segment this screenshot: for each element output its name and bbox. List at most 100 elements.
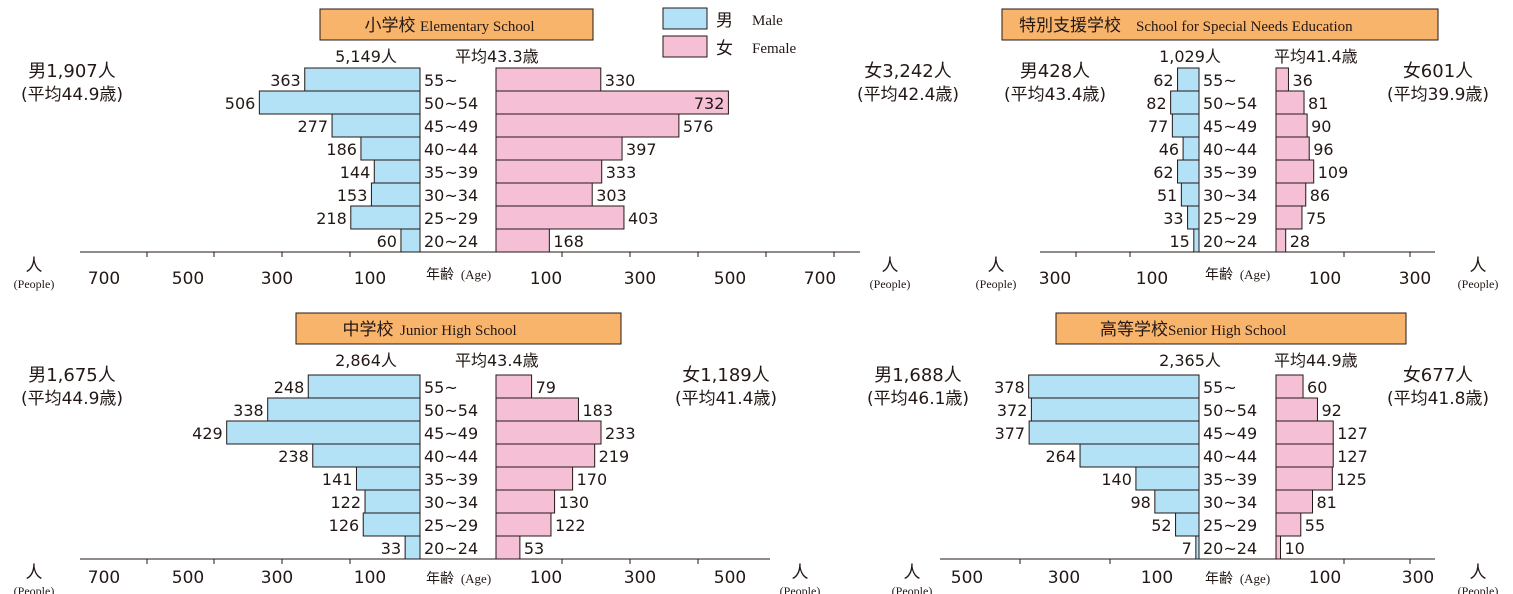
chart-average-age: 平均43.3歳 xyxy=(455,47,539,66)
female-value-label: 90 xyxy=(1311,117,1331,136)
unit-label-left: 人 xyxy=(988,256,1005,276)
pyramid-chart: 小学校 Elementary School 5,149人 平均43.3歳男1,907人… xyxy=(14,8,959,291)
age-category-label: 40~44 xyxy=(1203,140,1257,159)
chart-title-en: School for Special Needs Education xyxy=(1136,19,1353,35)
chart-title-en: Senior High School xyxy=(1168,323,1286,339)
female-value-label: 576 xyxy=(683,117,714,136)
male-tick-label: 300 xyxy=(1039,269,1071,289)
male-bar xyxy=(1177,67,1200,92)
unit-en-left: (People) xyxy=(14,277,55,291)
age-category-label: 20~24 xyxy=(1203,232,1257,251)
female-bar xyxy=(495,397,579,422)
male-bar xyxy=(370,182,421,207)
charts-container: 小学校 Elementary School 5,149人 平均43.3歳男1,907人… xyxy=(14,8,1499,594)
age-category-label: 55~ xyxy=(1203,378,1237,397)
unit-label-right: 人 xyxy=(1470,563,1487,583)
female-bar xyxy=(495,466,574,491)
female-value-label: 75 xyxy=(1306,209,1326,228)
unit-label-left: 人 xyxy=(904,563,921,583)
female-bar xyxy=(495,420,602,445)
age-category-label: 45~49 xyxy=(1203,424,1257,443)
female-value-label: 81 xyxy=(1316,493,1336,512)
age-category-label: 45~49 xyxy=(1203,117,1257,136)
chart-title-box xyxy=(295,312,622,345)
male-bar xyxy=(1028,374,1200,399)
female-tick-label: 100 xyxy=(1309,269,1341,289)
female-value-label: 127 xyxy=(1337,424,1368,443)
chart-title-jp: 特別支援学校 xyxy=(1019,16,1121,36)
age-category-label: 55~ xyxy=(424,378,458,397)
male-bar xyxy=(1154,489,1200,514)
male-average-age: (平均46.1歳) xyxy=(867,389,969,409)
female-tick-label: 100 xyxy=(530,568,562,588)
male-value-label: 186 xyxy=(326,140,357,159)
male-value-label: 338 xyxy=(233,401,264,420)
female-average-age: (平均42.4歳) xyxy=(857,85,959,105)
female-value-label: 127 xyxy=(1337,447,1368,466)
female-bar xyxy=(1275,113,1308,138)
legend-female-en: Female xyxy=(752,41,796,57)
female-bar xyxy=(495,535,521,560)
male-value-label: 52 xyxy=(1151,516,1171,535)
age-category-label: 55~ xyxy=(424,71,458,90)
male-bar xyxy=(1175,512,1200,537)
unit-label-right: 人 xyxy=(1470,256,1487,276)
male-total: 男1,688人 xyxy=(874,365,962,386)
female-total: 女601人 xyxy=(1403,61,1473,82)
female-value-label: 109 xyxy=(1318,163,1349,182)
female-average-age: (平均39.9歳) xyxy=(1387,85,1489,105)
male-value-label: 429 xyxy=(192,424,223,443)
female-bar xyxy=(1275,136,1310,161)
female-value-label: 130 xyxy=(559,493,590,512)
age-category-label: 25~29 xyxy=(1203,209,1257,228)
legend-female-swatch xyxy=(662,35,708,58)
female-bar xyxy=(1275,67,1289,92)
male-value-label: 277 xyxy=(298,117,329,136)
female-bar xyxy=(1275,443,1334,468)
male-value-label: 264 xyxy=(1045,447,1076,466)
male-bar xyxy=(307,374,421,399)
male-value-label: 7 xyxy=(1182,539,1192,558)
male-bar xyxy=(226,420,421,445)
female-bar xyxy=(495,489,556,514)
legend: 男 Male 女 Female xyxy=(662,7,796,59)
male-bar xyxy=(364,489,421,514)
age-category-label: 50~54 xyxy=(1203,94,1257,113)
age-category-label: 30~34 xyxy=(1203,493,1257,512)
female-total: 女677人 xyxy=(1403,365,1473,386)
female-bar xyxy=(1275,420,1334,445)
female-bar xyxy=(495,67,602,92)
female-bar xyxy=(1275,159,1315,184)
female-value-label: 219 xyxy=(599,447,630,466)
age-category-label: 45~49 xyxy=(424,424,478,443)
unit-en-right: (People) xyxy=(1458,277,1499,291)
age-category-label: 35~39 xyxy=(1203,470,1257,489)
chart-total: 5,149人 xyxy=(335,47,397,66)
female-tick-label: 100 xyxy=(530,269,562,289)
female-value-label: 732 xyxy=(694,94,725,113)
unit-en-left: (People) xyxy=(14,584,55,594)
male-total: 男428人 xyxy=(1020,61,1090,82)
age-category-label: 35~39 xyxy=(424,163,478,182)
age-axis-label: 年齢 xyxy=(1205,571,1233,587)
male-tick-label: 700 xyxy=(88,269,120,289)
male-value-label: 506 xyxy=(225,94,256,113)
male-bar xyxy=(1170,90,1200,115)
female-bar xyxy=(495,159,603,184)
chart-average-age: 平均44.9歳 xyxy=(1274,351,1358,370)
age-category-label: 45~49 xyxy=(424,117,478,136)
chart-average-age: 平均41.4歳 xyxy=(1274,47,1358,66)
age-axis-en: (Age) xyxy=(1240,571,1270,586)
unit-label-right: 人 xyxy=(792,563,809,583)
female-bar xyxy=(1275,205,1303,230)
female-value-label: 403 xyxy=(628,209,659,228)
male-value-label: 144 xyxy=(340,163,371,182)
female-value-label: 60 xyxy=(1307,378,1327,397)
female-bar xyxy=(495,113,680,138)
male-tick-label: 300 xyxy=(261,269,293,289)
female-total: 女1,189人 xyxy=(682,365,770,386)
age-category-label: 20~24 xyxy=(1203,539,1257,558)
male-value-label: 141 xyxy=(322,470,353,489)
